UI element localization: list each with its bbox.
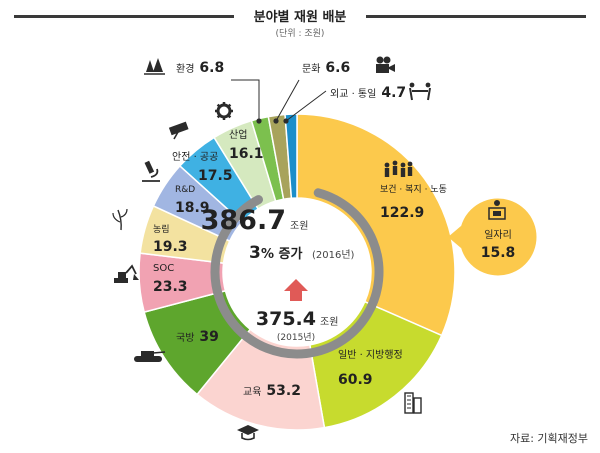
slice-11 bbox=[284, 113, 298, 200]
growth-unit: % 증가 bbox=[261, 247, 303, 262]
slice-value-9: 6.8 bbox=[199, 60, 224, 76]
leader-dot-9 bbox=[256, 118, 262, 124]
leaders-layer bbox=[231, 79, 327, 124]
slice-label-7: 안전 · 공공 bbox=[172, 151, 218, 163]
gear-icon bbox=[215, 102, 233, 120]
slice-value-2: 53.2 bbox=[266, 383, 301, 399]
slice-label-4: SOC bbox=[153, 263, 174, 274]
excavator-icon bbox=[114, 264, 139, 283]
worker-icon bbox=[488, 200, 506, 220]
callout-layer: 일자리 15.8 bbox=[448, 195, 540, 279]
microscope-icon bbox=[142, 160, 160, 182]
slice-label-6: R&D bbox=[175, 185, 195, 195]
total-unit: 조원 bbox=[290, 220, 308, 232]
header: 분야별 재원 배분 (단위 : 조원) bbox=[0, 6, 600, 39]
callout-value: 15.8 bbox=[481, 245, 516, 261]
slice-label-8: 산업 bbox=[229, 128, 247, 141]
callout-label: 일자리 bbox=[484, 229, 512, 241]
building-icon bbox=[404, 392, 422, 414]
slices-layer bbox=[138, 113, 456, 431]
slice-value-1: 60.9 bbox=[338, 372, 373, 388]
growth-value: 3 bbox=[249, 243, 261, 263]
icons-layer bbox=[112, 56, 431, 441]
unit-subtitle: (단위 : 조원) bbox=[275, 29, 325, 39]
page-title: 분야별 재원 배분 bbox=[253, 10, 347, 25]
prev-unit: 조원 bbox=[320, 316, 338, 328]
leader-dot-10 bbox=[273, 118, 279, 124]
leader-dot-11 bbox=[283, 118, 289, 124]
slice-label-5: 농림 bbox=[153, 223, 170, 235]
slice-value-11: 4.7 bbox=[381, 85, 406, 101]
graduation-cap-icon bbox=[237, 425, 259, 441]
crop-icon bbox=[112, 208, 128, 231]
slice-label-10: 문화 bbox=[302, 63, 320, 75]
slice-value-10: 6.6 bbox=[325, 60, 350, 76]
slice-label-0: 보건 · 복지 · 노동 bbox=[380, 184, 447, 195]
slice-value-3: 39 bbox=[199, 329, 218, 345]
slice-label-3: 국방 bbox=[176, 332, 194, 344]
slice-value-7: 17.5 bbox=[198, 168, 233, 184]
slice-label-2: 교육 bbox=[243, 386, 261, 398]
slice-0 bbox=[296, 113, 456, 337]
slice-value-8: 16.1 bbox=[229, 146, 264, 162]
people-icon bbox=[384, 160, 413, 177]
leader-line-9 bbox=[231, 79, 260, 121]
slice-value-6: 18.9 bbox=[175, 200, 210, 216]
center-layer: 386.7 조원 3 % 증가 (2016년) 375.4 조원 (2015년) bbox=[201, 188, 384, 359]
trees-icon bbox=[144, 58, 165, 75]
slice-value-0: 122.9 bbox=[380, 205, 424, 221]
header-rule-right bbox=[366, 15, 586, 18]
camera-icon bbox=[376, 56, 395, 73]
slice-label-1: 일반 · 지방행정 bbox=[338, 349, 403, 361]
total-value: 386.7 bbox=[201, 205, 286, 236]
tank-icon bbox=[134, 351, 166, 362]
labels-layer: 보건 · 복지 · 노동 122.9 일반 · 지방행정 60.9 교육 53.2 국방 39… bbox=[153, 60, 447, 399]
prev-value: 375.4 bbox=[256, 308, 316, 330]
slice-value-5: 19.3 bbox=[153, 239, 188, 255]
leader-line-10 bbox=[275, 79, 300, 122]
handshake-icon bbox=[409, 82, 431, 101]
leader-line-11 bbox=[285, 90, 327, 122]
header-rule-left bbox=[14, 15, 234, 18]
slice-label-11: 외교 · 통일 bbox=[330, 88, 376, 100]
cctv-icon bbox=[168, 121, 189, 140]
slice-value-4: 23.3 bbox=[153, 279, 188, 295]
up-arrow-icon bbox=[284, 279, 308, 301]
source-note: 자료: 기획재정부 bbox=[509, 432, 588, 445]
inner-ring bbox=[210, 188, 384, 359]
growth-year: (2016년) bbox=[312, 249, 355, 261]
slice-label-9: 환경 bbox=[176, 62, 194, 75]
prev-year: (2015년) bbox=[277, 332, 315, 343]
callout-pointer bbox=[448, 226, 461, 248]
